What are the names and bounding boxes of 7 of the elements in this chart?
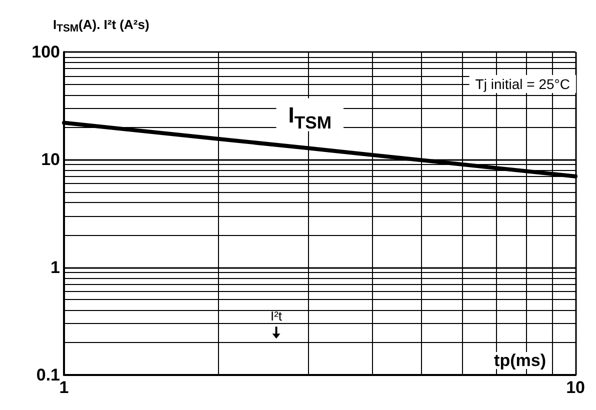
y-tick-label: 0.1: [36, 366, 60, 384]
y-tick-label: 1: [50, 258, 60, 277]
x-axis-title: tp(ms): [494, 351, 546, 370]
y-tick-label: 100: [32, 42, 60, 62]
annotation: I²t: [270, 308, 282, 324]
annotation: Tj initial = 25°C: [475, 76, 570, 92]
y-tick-label: 10: [41, 150, 60, 170]
